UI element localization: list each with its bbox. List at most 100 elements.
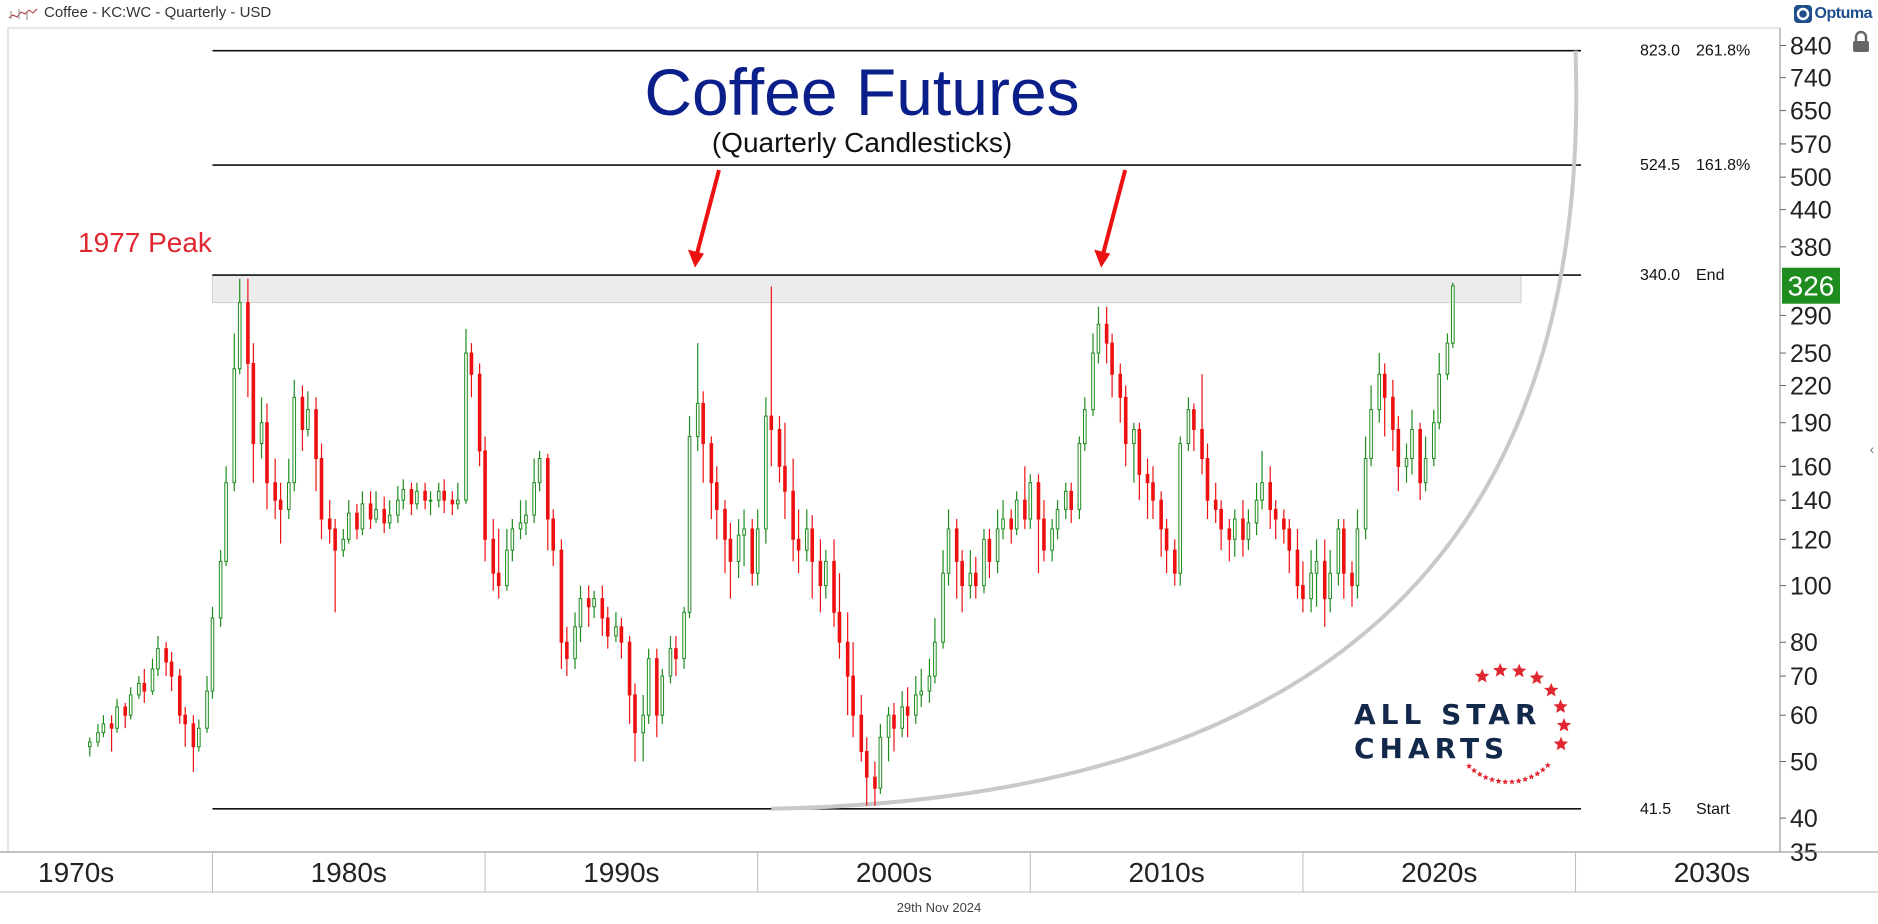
candle-body (878, 736, 883, 789)
candle-body (423, 490, 427, 501)
candle-body (251, 362, 256, 445)
candle-body (701, 402, 705, 445)
candle-body (1232, 518, 1237, 540)
candle-body (1069, 490, 1074, 510)
brand-star (1466, 763, 1473, 769)
candle-body (796, 538, 801, 551)
candle-body (115, 706, 119, 729)
candle-body (804, 528, 809, 551)
brand-star (1544, 682, 1559, 697)
candle-body (259, 422, 264, 445)
candle-body (1445, 342, 1450, 375)
candle-body (355, 512, 359, 530)
y-tick-label: 500 (1790, 164, 1832, 192)
candle-body (1309, 572, 1313, 600)
candle-body (1301, 585, 1305, 600)
candle-body (246, 302, 250, 364)
candle-body (319, 458, 324, 520)
candle-body (1200, 428, 1204, 460)
candle-body (627, 641, 632, 696)
candle-body (586, 598, 591, 608)
y-tick-label: 440 (1790, 197, 1832, 225)
candle-body (723, 508, 727, 540)
candle-body (933, 641, 937, 677)
candle-body (218, 560, 223, 619)
y-tick-label: 250 (1790, 340, 1832, 368)
footer-date: 29th Nov 2024 (896, 900, 982, 915)
candle-body (927, 675, 932, 692)
candle-body (1050, 528, 1054, 551)
candle-body (873, 776, 877, 789)
current-price-label: 326 (1788, 271, 1835, 302)
y-tick-label: 650 (1790, 98, 1832, 126)
candle-body (169, 661, 174, 677)
candle-body (96, 732, 100, 743)
brand-star (1553, 736, 1569, 751)
candle-body (292, 396, 297, 484)
lock-icon[interactable] (1850, 30, 1872, 54)
candle-body (1241, 518, 1245, 540)
candle-body (1273, 508, 1278, 520)
candle-body (605, 617, 610, 637)
candle-body (1410, 428, 1414, 460)
candle-body (496, 572, 501, 587)
candle-body (409, 489, 414, 505)
candle-body (1254, 499, 1259, 524)
candle-body (197, 727, 201, 748)
candle-body (1260, 482, 1264, 501)
candle-body (742, 528, 746, 536)
candle-body (1377, 373, 1382, 411)
candle-body (205, 690, 209, 729)
brand-star (1502, 778, 1509, 785)
candle-body (1151, 482, 1155, 501)
annotation-arrow (695, 169, 721, 255)
candle-body (987, 538, 992, 562)
candle-body (1328, 572, 1332, 600)
candle-body (1322, 560, 1327, 600)
header-bar: Coffee - KC:WC - Quarterly - USD Optuma (0, 0, 1878, 26)
candle-body (142, 682, 147, 692)
peak-annotation: 1977 Peak (78, 227, 213, 258)
candle-body (387, 514, 392, 524)
candle-body (960, 560, 964, 587)
y-tick-label: 190 (1790, 410, 1832, 438)
candle-body (156, 648, 160, 670)
candle-body (892, 714, 896, 729)
candle-body (728, 538, 733, 562)
candle-body (436, 490, 441, 501)
candle-body (1028, 482, 1033, 520)
candle-body (265, 422, 269, 484)
candle-body (777, 428, 782, 467)
chart-subtitle: (Quarterly Candlesticks) (712, 127, 1012, 158)
candle-body (1063, 490, 1068, 510)
candle-body (1014, 499, 1019, 530)
candle-body (973, 572, 978, 587)
candle-body (592, 598, 596, 608)
candle-body (524, 514, 528, 524)
candle-body (1431, 422, 1436, 460)
candle-body (1314, 560, 1319, 574)
candle-body (1159, 499, 1163, 530)
x-axis-label: 1990s (583, 857, 659, 888)
candle-body (278, 499, 283, 510)
level-value-label: 340.0 (1640, 267, 1680, 284)
all-star-charts-logo: ALL STAR CHARTS (1340, 660, 1580, 790)
candle-body (1137, 428, 1142, 475)
candle-body (374, 508, 378, 520)
chevron-left-icon[interactable]: ‹ (1869, 441, 1875, 457)
candle-body (1091, 352, 1095, 411)
brand-star (1482, 774, 1489, 780)
candle-body (919, 690, 924, 696)
candle-body (886, 714, 891, 738)
candle-body (537, 458, 542, 484)
candle-body (573, 626, 577, 660)
brand-star (1556, 717, 1572, 732)
candle-body (1042, 518, 1046, 551)
candle-body (837, 611, 842, 643)
candle-body (469, 352, 474, 375)
candle-body (810, 528, 815, 562)
candle-body (428, 499, 433, 502)
brand-star (1512, 663, 1527, 678)
candle-body (491, 538, 496, 574)
